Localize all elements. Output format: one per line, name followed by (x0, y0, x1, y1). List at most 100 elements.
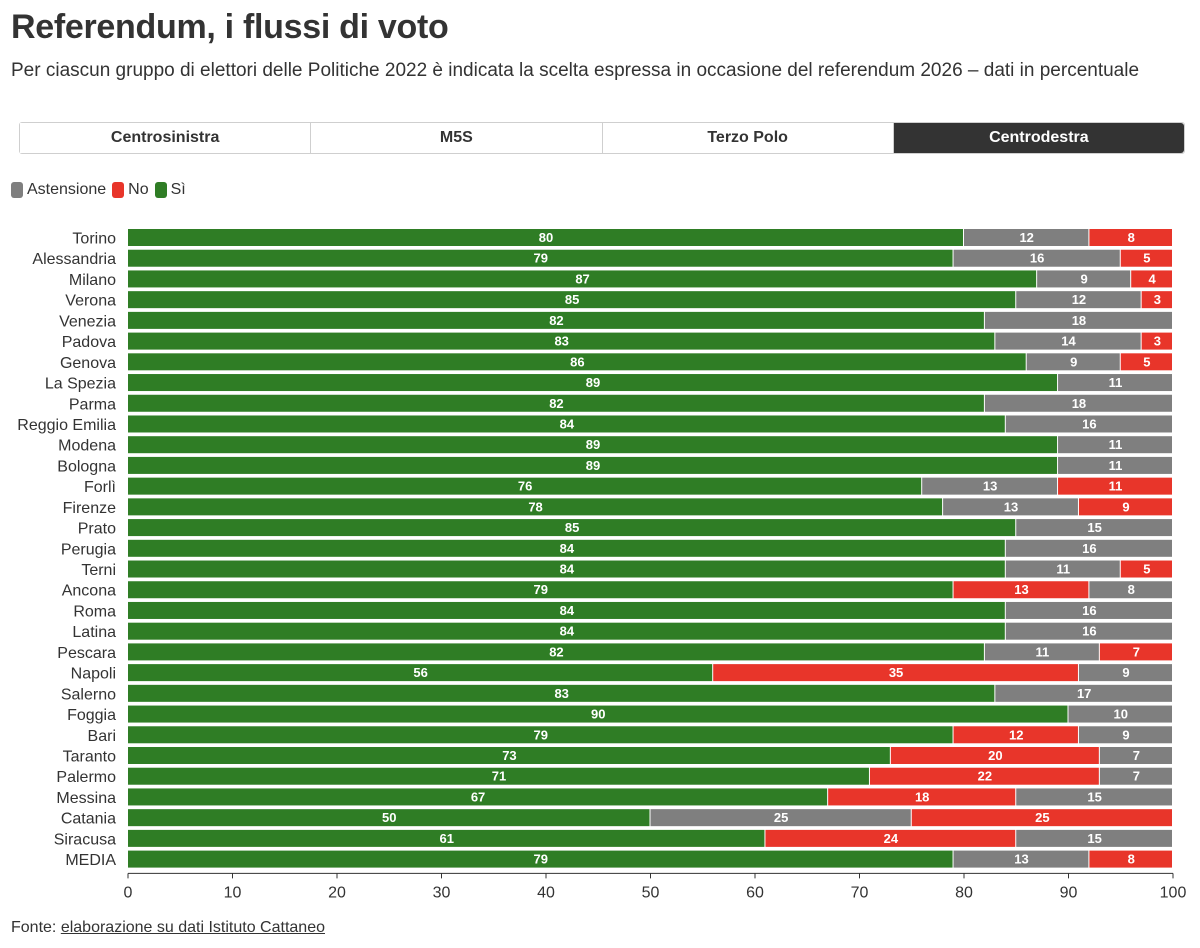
bar-segment-si-alessandria (128, 249, 953, 267)
category-label-bari: Bari (88, 728, 116, 745)
bar-segment-ast-perugia (1005, 539, 1172, 557)
bar-segment-ast-parma (984, 394, 1172, 412)
category-label-messina: Messina (56, 790, 116, 807)
chart-legend: Astensione No Sì (11, 181, 192, 199)
bar-segment-si-messina (128, 788, 828, 806)
x-tick-label-70: 70 (851, 884, 869, 901)
data-label-si-firenze: 78 (528, 499, 542, 514)
data-label-si-bari: 79 (534, 727, 548, 742)
data-label-ast-parma: 18 (1072, 396, 1086, 411)
bar-segment-ast-pescara (984, 643, 1099, 661)
page-title: Referendum, i flussi di voto (11, 8, 449, 46)
category-label-milano: Milano (69, 272, 116, 289)
legend-label-no: No (128, 181, 149, 198)
bar-segment-no-media (1089, 850, 1172, 868)
category-label-firenze: Firenze (63, 500, 116, 517)
data-label-ast-salerno: 17 (1077, 686, 1091, 701)
data-label-ast-napoli: 9 (1122, 665, 1129, 680)
data-label-ast-foggia: 10 (1114, 707, 1128, 722)
data-label-si-parma: 82 (549, 396, 563, 411)
data-label-ast-catania: 25 (774, 810, 788, 825)
data-label-no-media: 8 (1128, 852, 1135, 867)
category-label-terni: Terni (81, 562, 116, 579)
data-label-ast-media: 13 (1014, 852, 1028, 867)
category-label-reggio-emilia: Reggio Emilia (17, 417, 116, 434)
data-label-si-torino: 80 (539, 230, 553, 245)
bar-segment-ast-napoli (1078, 664, 1172, 682)
bar-segment-si-venezia (128, 311, 984, 329)
category-label-roma: Roma (73, 603, 116, 620)
category-label-siracusa: Siracusa (54, 831, 116, 848)
data-label-si-taranto: 73 (502, 748, 516, 763)
tab-m5s[interactable]: M5S (311, 123, 603, 153)
data-label-si-bologna: 89 (586, 458, 600, 473)
bar-segment-no-verona (1141, 291, 1172, 309)
data-label-si-verona: 85 (565, 292, 579, 307)
page-subtitle: Per ciascun gruppo di elettori delle Pol… (11, 60, 1140, 81)
bar-segment-ast-alessandria (953, 249, 1120, 267)
bar-segment-si-verona (128, 291, 1016, 309)
bar-segment-ast-taranto (1099, 747, 1172, 764)
bar-segment-si-milano (128, 270, 1037, 288)
tab-centrosinistra[interactable]: Centrosinistra (20, 123, 312, 153)
data-label-ast-siracusa: 15 (1087, 831, 1101, 846)
data-label-no-torino: 8 (1128, 230, 1135, 245)
bar-segment-ast-salerno (995, 684, 1172, 702)
legend-swatch-astensione (11, 182, 23, 198)
bar-segment-si-modena (128, 436, 1058, 454)
data-label-no-genova: 5 (1143, 354, 1150, 369)
bar-segment-si-bari (128, 726, 953, 744)
data-label-si-napoli: 56 (413, 665, 427, 680)
legend-swatch-si (154, 182, 167, 198)
data-label-ast-modena: 11 (1109, 437, 1123, 452)
bar-segment-ast-verona (1016, 291, 1141, 309)
x-tick-label-30: 30 (433, 884, 451, 901)
data-label-ast-forl-: 13 (983, 479, 997, 494)
data-label-si-messina: 67 (471, 789, 485, 804)
data-label-ast-ancona: 8 (1128, 582, 1135, 597)
bar-segment-ast-genova (1026, 353, 1120, 371)
data-label-ast-terni: 11 (1056, 562, 1070, 577)
data-label-no-taranto: 20 (988, 748, 1002, 763)
legend-item-si: Sì (154, 181, 186, 199)
data-label-ast-milano: 9 (1081, 271, 1088, 286)
source-link[interactable]: elaborazione su dati Istituto Cattaneo (60, 919, 325, 936)
tab-centrodestra[interactable]: Centrodestra (893, 123, 1184, 153)
category-label-torino: Torino (72, 231, 116, 248)
bar-segment-no-firenze (1078, 498, 1172, 516)
category-label-parma: Parma (69, 396, 116, 413)
data-label-ast-firenze: 13 (1004, 499, 1018, 514)
data-label-no-catania: 25 (1035, 810, 1049, 825)
bar-segment-ast-reggio-emilia (1005, 415, 1172, 433)
data-label-si-perugia: 84 (560, 541, 575, 556)
tab-terzo-polo[interactable]: Terzo Polo (602, 123, 894, 153)
data-label-no-siracusa: 24 (884, 831, 899, 846)
data-label-ast-alessandria: 16 (1030, 251, 1044, 266)
bar-segment-no-pescara (1099, 643, 1172, 661)
data-label-no-palermo: 22 (978, 769, 992, 784)
category-label-salerno: Salerno (61, 686, 116, 703)
category-label-venezia: Venezia (59, 313, 116, 330)
bar-segment-no-messina (828, 788, 1016, 806)
bar-segment-si-ancona (128, 581, 953, 599)
category-label-perugia: Perugia (61, 541, 116, 558)
bar-segment-si-foggia (128, 705, 1068, 723)
category-label-latina: Latina (72, 624, 116, 641)
source-note: Fonte: elaborazione su dati Istituto Cat… (11, 919, 325, 937)
data-label-ast-torino: 12 (1019, 230, 1033, 245)
bar-segment-si-perugia (128, 539, 1005, 557)
bar-segment-no-torino (1089, 229, 1172, 246)
bar-segment-ast-messina (1016, 788, 1172, 806)
data-label-ast-genova: 9 (1070, 354, 1077, 369)
data-label-si-salerno: 83 (554, 686, 568, 701)
data-label-no-milano: 4 (1148, 271, 1156, 286)
data-label-no-ancona: 13 (1014, 582, 1028, 597)
category-label-forl-: Forlì (84, 479, 116, 496)
x-tick-label-20: 20 (328, 884, 346, 901)
bar-segment-si-siracusa (128, 829, 765, 847)
category-label-catania: Catania (61, 811, 116, 828)
category-label-pescara: Pescara (57, 645, 116, 662)
data-label-no-forl-: 11 (1109, 479, 1123, 494)
data-label-si-prato: 85 (565, 520, 579, 535)
data-label-no-padova: 3 (1154, 334, 1161, 349)
